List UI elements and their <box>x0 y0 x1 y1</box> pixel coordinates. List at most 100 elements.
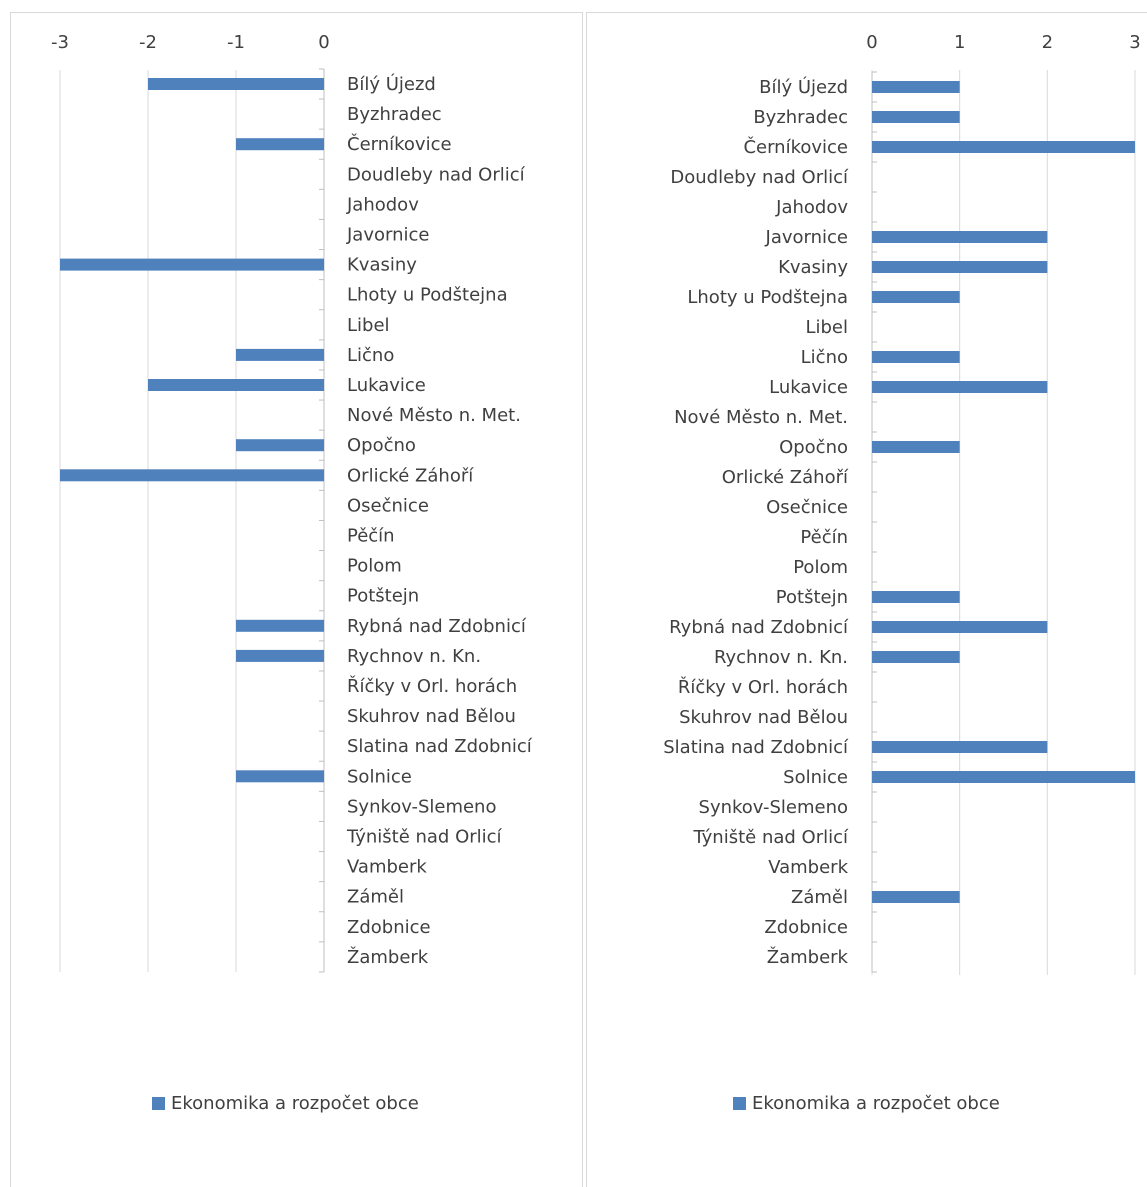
x-tick-label: -2 <box>139 32 157 53</box>
category-label: Říčky v Orl. horách <box>678 676 848 698</box>
category-label: Skuhrov nad Bělou <box>679 707 848 728</box>
category-label: Nové Město n. Met. <box>674 407 848 428</box>
category-label: Doudleby nad Orlicí <box>670 167 849 188</box>
legend-left: Ekonomika a rozpočet obce <box>152 1091 419 1115</box>
category-label: Osečnice <box>347 495 429 516</box>
bar <box>872 651 960 663</box>
category-label: Říčky v Orl. horách <box>347 675 517 697</box>
category-label: Zdobnice <box>764 917 848 938</box>
category-label: Bílý Újezd <box>347 73 436 95</box>
category-label: Osečnice <box>766 497 848 518</box>
category-label: Polom <box>793 557 848 578</box>
bar <box>872 381 1048 393</box>
bar <box>60 258 324 271</box>
legend-label: Ekonomika a rozpočet obce <box>752 1092 1000 1114</box>
category-label: Pěčín <box>347 526 395 547</box>
category-label: Byzhradec <box>347 104 442 125</box>
bar <box>236 770 324 783</box>
legend-right: Ekonomika a rozpočet obce <box>733 1091 1000 1115</box>
bar <box>60 469 324 482</box>
category-label: Solnice <box>347 766 412 787</box>
category-label: Doudleby nad Orlicí <box>347 164 526 185</box>
bar <box>872 111 960 123</box>
bar <box>148 78 324 90</box>
bar <box>872 81 960 93</box>
category-label: Zdobnice <box>347 917 431 938</box>
x-tick-label: 0 <box>866 32 877 53</box>
x-tick-label: 1 <box>954 32 965 53</box>
category-label: Lukavice <box>347 375 426 396</box>
category-label: Lukavice <box>769 377 848 398</box>
x-tick-label: -1 <box>227 32 245 53</box>
category-label: Vamberk <box>347 857 427 878</box>
category-label: Kvasiny <box>347 255 417 276</box>
category-label: Bílý Újezd <box>759 76 848 98</box>
category-label: Slatina nad Zdobnicí <box>663 737 849 758</box>
category-label: Opočno <box>347 435 416 456</box>
bar <box>236 619 324 632</box>
chart-panel-right <box>586 12 1147 1187</box>
category-label: Lično <box>347 345 394 366</box>
category-label: Synkov-Slemeno <box>699 797 848 818</box>
category-label: Potštejn <box>347 586 419 607</box>
bar <box>872 261 1048 273</box>
x-tick-label: -3 <box>51 32 69 53</box>
category-label: Černíkovice <box>743 136 848 158</box>
category-label: Slatina nad Zdobnicí <box>347 736 533 757</box>
x-tick-label: 2 <box>1042 32 1053 53</box>
category-label: Orlické Záhoří <box>347 465 474 486</box>
legend-label: Ekonomika a rozpočet obce <box>171 1092 419 1114</box>
category-label: Solnice <box>783 767 848 788</box>
category-label: Týniště nad Orlicí <box>346 827 503 848</box>
bar <box>236 649 324 662</box>
category-label: Polom <box>347 556 402 577</box>
category-label: Byzhradec <box>753 107 848 128</box>
bar <box>236 138 324 151</box>
bar <box>236 439 324 452</box>
category-label: Nové Město n. Met. <box>347 405 521 426</box>
bar <box>148 379 324 391</box>
category-label: Lhoty u Podštejna <box>347 285 508 306</box>
category-label: Žamberk <box>767 946 849 968</box>
category-label: Vamberk <box>768 857 848 878</box>
category-label: Javornice <box>346 225 429 246</box>
bar <box>872 591 960 603</box>
bar <box>872 771 1135 783</box>
category-label: Skuhrov nad Bělou <box>347 706 516 727</box>
bar <box>872 141 1135 153</box>
category-label: Lhoty u Podštejna <box>687 287 848 308</box>
category-label: Záměl <box>347 887 404 908</box>
category-label: Opočno <box>779 437 848 458</box>
category-label: Pěčín <box>800 527 848 548</box>
category-label: Libel <box>805 317 848 338</box>
bar <box>872 441 960 453</box>
category-label: Libel <box>347 315 390 336</box>
legend-swatch <box>733 1096 746 1110</box>
bar <box>872 741 1048 753</box>
x-tick-label: 3 <box>1129 32 1140 53</box>
bar <box>872 621 1048 633</box>
category-label: Rybná nad Zdobnicí <box>347 616 527 637</box>
bar <box>872 351 960 363</box>
bar <box>872 891 960 903</box>
category-label: Jahodov <box>346 194 419 215</box>
category-label: Javornice <box>765 227 848 248</box>
category-label: Kvasiny <box>778 257 848 278</box>
category-label: Týniště nad Orlicí <box>692 827 849 848</box>
category-label: Potštejn <box>776 587 848 608</box>
category-label: Rychnov n. Kn. <box>347 646 481 667</box>
category-label: Orlické Záhoří <box>722 467 849 488</box>
bar <box>872 231 1048 243</box>
bar <box>236 348 324 361</box>
legend-swatch <box>152 1096 165 1110</box>
category-label: Rychnov n. Kn. <box>714 647 848 668</box>
category-label: Záměl <box>791 887 848 908</box>
category-label: Jahodov <box>775 197 848 218</box>
category-label: Černíkovice <box>347 133 452 155</box>
category-label: Lično <box>801 347 848 368</box>
bar <box>872 291 960 303</box>
x-tick-label: 0 <box>318 32 329 53</box>
category-label: Žamberk <box>347 946 429 968</box>
